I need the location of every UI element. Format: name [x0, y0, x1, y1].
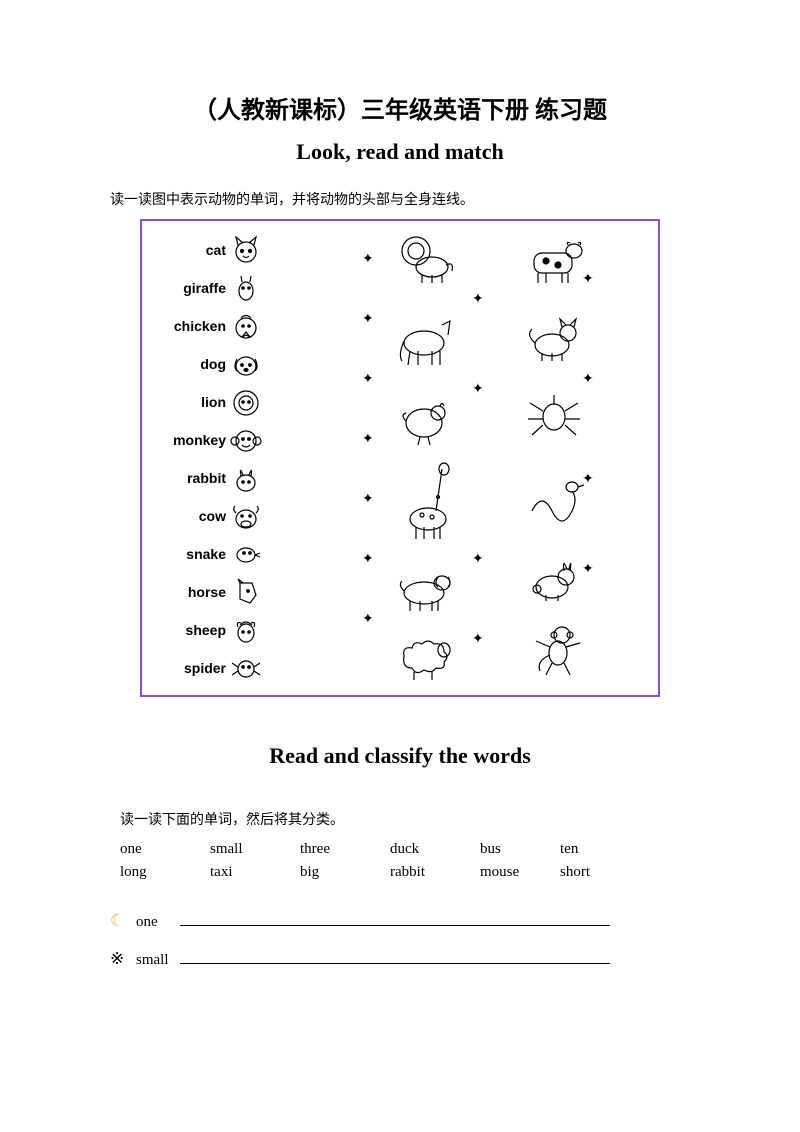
word-row-2: longtaxibigrabbitmouseshort [120, 864, 730, 881]
sparkle-icon: ✦ [582, 371, 594, 388]
spider-head-icon [230, 653, 262, 683]
moon-icon: ☾ [110, 911, 136, 931]
vocab-word: bus [480, 841, 560, 858]
giraffe-body-icon [392, 461, 458, 541]
reference-mark-icon: ※ [110, 949, 136, 969]
snake-body-icon [522, 471, 588, 527]
vocab-word: short [560, 864, 620, 881]
horse-head-icon [230, 577, 262, 607]
spider-body-icon [522, 391, 588, 447]
animal-label: sheep [156, 622, 230, 638]
sparkle-icon: ✦ [362, 311, 374, 328]
classify2-lead: small [136, 952, 180, 969]
word-row-1: onesmallthreeduckbusten [120, 841, 730, 858]
classify-line-1: ☾ one [110, 911, 730, 931]
vocab-word: mouse [480, 864, 560, 881]
matching-figure: cat giraffe chicken dog lion monkey rabbit cow s… [140, 219, 660, 697]
giraffe-head-icon [230, 273, 262, 303]
animal-label: rabbit [156, 470, 230, 486]
sparkle-icon: ✦ [362, 431, 374, 448]
sparkle-icon: ✦ [362, 251, 374, 268]
cow-head-icon [230, 501, 262, 531]
instruction-1: 读一读图中表示动物的单词，并将动物的头部与全身连线。 [110, 189, 730, 209]
animal-label: giraffe [156, 280, 230, 296]
classify1-lead: one [136, 914, 180, 931]
animal-label: spider [156, 660, 230, 676]
lion-head-icon [230, 387, 262, 417]
cat-body-icon [522, 311, 588, 367]
snake-head-icon [230, 539, 262, 569]
cat-head-icon [230, 235, 262, 265]
sparkle-icon: ✦ [472, 291, 484, 308]
blank-line-1[interactable] [180, 912, 610, 926]
sparkle-icon: ✦ [472, 551, 484, 568]
vocab-word: small [210, 841, 300, 858]
chicken-head-icon [230, 311, 262, 341]
lion-body-icon [392, 231, 458, 287]
animal-label: chicken [156, 318, 230, 334]
vocab-word: three [300, 841, 390, 858]
classify-line-2: ※ small [110, 949, 730, 969]
vocab-word: taxi [210, 864, 300, 881]
horse-body-icon [392, 311, 458, 367]
animal-label: snake [156, 546, 230, 562]
section2-title: Read and classify the words [70, 743, 730, 769]
monkey-head-icon [230, 425, 262, 455]
monkey-body-icon [522, 621, 588, 677]
vocab-word: rabbit [390, 864, 480, 881]
sparkle-icon: ✦ [362, 491, 374, 508]
animal-label: cow [156, 508, 230, 524]
worksheet-page: （人教新课标）三年级英语下册 练习题 Look, read and match … [0, 0, 800, 1009]
sparkle-icon: ✦ [362, 611, 374, 628]
vocab-word: duck [390, 841, 480, 858]
sparkle-icon: ✦ [472, 631, 484, 648]
vocab-word: big [300, 864, 390, 881]
sparkle-icon: ✦ [362, 371, 374, 388]
page-title-main: （人教新课标）三年级英语下册 练习题 [70, 90, 730, 125]
vocab-word: one [120, 841, 210, 858]
animal-label: dog [156, 356, 230, 372]
rabbit-body-icon [522, 551, 588, 607]
vocab-word: long [120, 864, 210, 881]
instruction-2: 读一读下面的单词，然后将其分类。 [120, 809, 730, 829]
sheep-head-icon [230, 615, 262, 645]
sparkle-icon: ✦ [362, 551, 374, 568]
blank-line-2[interactable] [180, 950, 610, 964]
chicken-body-icon [392, 391, 458, 447]
animal-label: lion [156, 394, 230, 410]
vocab-word: ten [560, 841, 620, 858]
animal-label: monkey [156, 432, 230, 448]
animal-bodies-area: ✦✦✦✦✦✦✦✦✦✦✦✦✦✦✦ [342, 231, 644, 685]
animal-label: horse [156, 584, 230, 600]
page-title-sub: Look, read and match [70, 139, 730, 165]
dog-head-icon [230, 349, 262, 379]
sheep-body-icon [392, 626, 458, 682]
rabbit-head-icon [230, 463, 262, 493]
dog-body-icon [392, 561, 458, 617]
animal-label: cat [156, 242, 230, 258]
sparkle-icon: ✦ [472, 381, 484, 398]
cow-body-icon [522, 231, 588, 287]
